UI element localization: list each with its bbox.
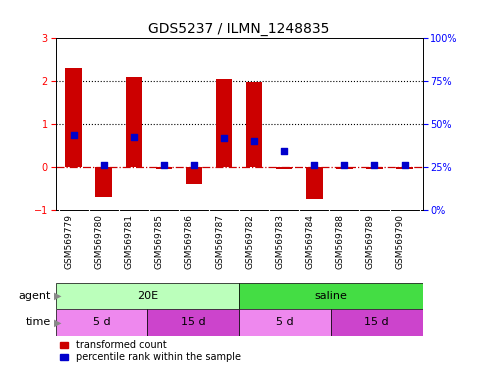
Bar <box>306 167 323 199</box>
Bar <box>239 309 331 336</box>
Bar <box>96 167 112 197</box>
Point <box>220 135 228 141</box>
Bar <box>126 77 142 167</box>
Text: 5 d: 5 d <box>93 318 110 328</box>
Point <box>370 162 378 168</box>
Bar <box>276 167 293 169</box>
Bar <box>239 283 423 309</box>
Text: 20E: 20E <box>137 291 158 301</box>
Point <box>190 162 198 168</box>
Point <box>311 162 318 168</box>
Bar <box>65 68 82 167</box>
Text: ▶: ▶ <box>54 291 62 301</box>
Point <box>250 137 258 144</box>
Text: GSM569789: GSM569789 <box>366 214 374 269</box>
Bar <box>156 167 172 169</box>
Text: 5 d: 5 d <box>276 318 294 328</box>
Point <box>70 132 77 138</box>
Bar <box>147 309 239 336</box>
Title: GDS5237 / ILMN_1248835: GDS5237 / ILMN_1248835 <box>148 22 330 36</box>
Point <box>341 162 348 168</box>
Bar <box>185 167 202 184</box>
Text: GSM569788: GSM569788 <box>335 214 344 269</box>
Point <box>130 134 138 140</box>
Legend: transformed count, percentile rank within the sample: transformed count, percentile rank withi… <box>60 341 241 362</box>
Bar <box>366 167 383 169</box>
Bar <box>56 309 147 336</box>
Text: GSM569780: GSM569780 <box>95 214 104 269</box>
Text: 15 d: 15 d <box>181 318 205 328</box>
Text: GSM569782: GSM569782 <box>245 214 254 269</box>
Text: saline: saline <box>314 291 347 301</box>
Text: ▶: ▶ <box>54 318 62 328</box>
Bar <box>396 167 413 169</box>
Text: GSM569790: GSM569790 <box>396 214 405 269</box>
Text: 15 d: 15 d <box>365 318 389 328</box>
Bar <box>56 283 239 309</box>
Point <box>160 162 168 168</box>
Text: GSM569781: GSM569781 <box>125 214 134 269</box>
Text: agent: agent <box>18 291 51 301</box>
Point <box>100 162 108 168</box>
Text: time: time <box>26 318 51 328</box>
Text: GSM569783: GSM569783 <box>275 214 284 269</box>
Point <box>280 148 288 154</box>
Bar <box>246 82 262 167</box>
Bar <box>216 79 232 167</box>
Text: GSM569784: GSM569784 <box>305 214 314 269</box>
Text: GSM569787: GSM569787 <box>215 214 224 269</box>
Text: GSM569779: GSM569779 <box>65 214 73 269</box>
Bar <box>331 309 423 336</box>
Text: GSM569786: GSM569786 <box>185 214 194 269</box>
Text: GSM569785: GSM569785 <box>155 214 164 269</box>
Point <box>401 162 409 168</box>
Bar <box>336 167 353 169</box>
